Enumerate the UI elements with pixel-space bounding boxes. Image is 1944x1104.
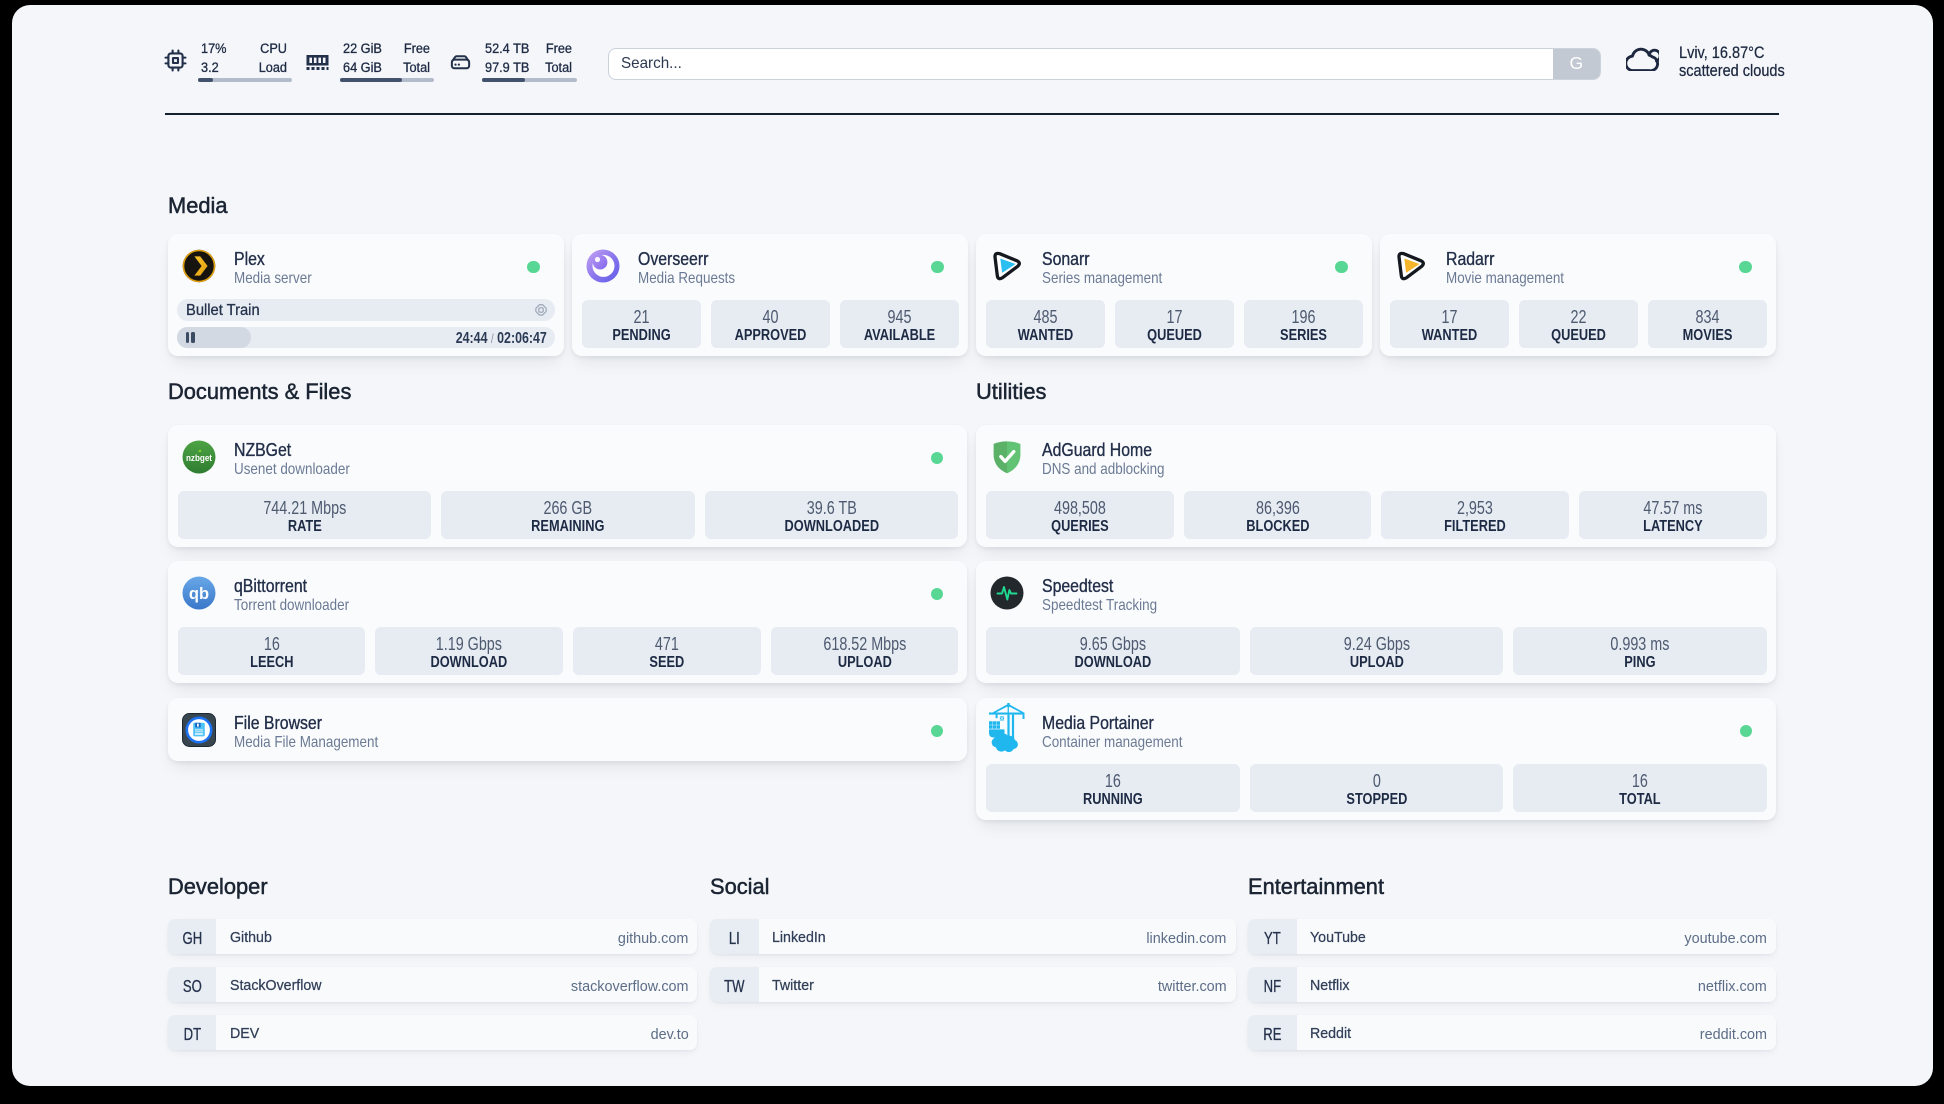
svg-text:nzbget: nzbget <box>186 453 212 463</box>
svg-text:qb: qb <box>189 585 209 603</box>
